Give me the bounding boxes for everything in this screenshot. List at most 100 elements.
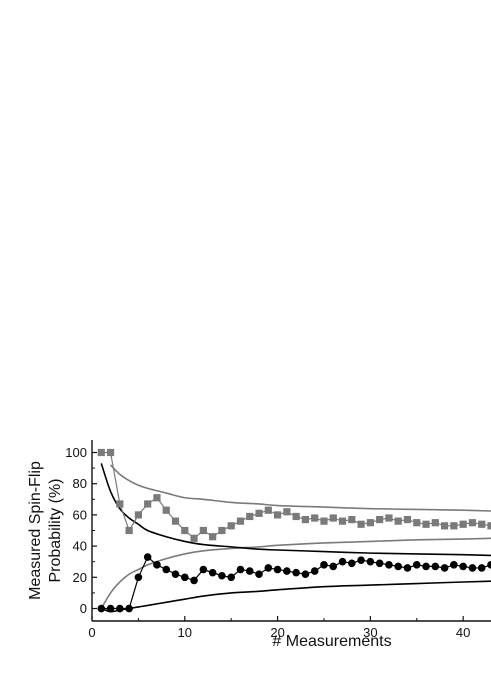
square-point: [468, 519, 477, 527]
y-tick-label: 0: [80, 601, 87, 616]
circle-point: [125, 604, 133, 613]
circle-point: [153, 561, 161, 569]
circle-point: [301, 570, 310, 578]
square-point: [376, 515, 384, 524]
square-point: [441, 522, 449, 530]
y-tick-label: 60: [73, 507, 87, 522]
circle-point: [375, 559, 384, 568]
circle-point: [366, 557, 375, 566]
y-axis-title-line2: Probability (%): [47, 478, 64, 582]
circle-point: [403, 564, 412, 572]
square-point: [320, 517, 328, 525]
circle-series: [97, 553, 491, 613]
circle-point: [431, 562, 440, 571]
circle-point: [412, 561, 421, 569]
axes: 0 10 20 30 40 0 20 40 60 80 100: [65, 440, 491, 640]
curve-lower-black: [101, 580, 491, 613]
circle-point: [357, 556, 365, 564]
circle-point: [283, 567, 291, 575]
y-axis-title-line1: Measured Spin-Flip: [27, 461, 44, 600]
square-point: [357, 520, 365, 528]
circle-point: [208, 568, 217, 577]
fit-curves: [100, 463, 491, 613]
circle-point: [440, 564, 449, 572]
square-point: [413, 519, 421, 527]
y-axis-ticks: 0 20 40 60 80 100: [65, 445, 97, 616]
square-series: [97, 448, 491, 542]
square-point: [218, 526, 226, 535]
square-point: [459, 520, 467, 528]
circle-point: [116, 604, 124, 613]
plot-area: [97, 448, 491, 613]
square-point: [246, 512, 254, 521]
circle-point: [329, 562, 338, 571]
square-point: [292, 512, 300, 521]
square-point: [366, 519, 374, 527]
square-point: [348, 515, 356, 524]
circle-point: [106, 604, 115, 613]
circle-point: [338, 557, 347, 566]
square-point: [144, 500, 152, 508]
square-point: [153, 494, 161, 502]
curve-lower-gray: [100, 537, 491, 609]
square-point: [301, 515, 310, 524]
square-point: [190, 534, 198, 542]
y-tick-label: 80: [73, 476, 87, 491]
x-tick-label: 0: [88, 625, 95, 640]
circle-point: [199, 565, 208, 574]
square-point: [273, 511, 282, 519]
circle-point: [264, 564, 273, 572]
circle-point: [468, 564, 477, 572]
curve-upper-black: [100, 463, 491, 557]
square-point: [311, 514, 319, 522]
circle-point: [487, 561, 491, 569]
square-point: [394, 517, 402, 525]
square-point: [97, 448, 105, 457]
circle-point: [255, 570, 263, 578]
x-axis-ticks: 0 10 20 30 40: [88, 616, 470, 640]
x-tick-label: 20: [270, 625, 284, 640]
y-tick-label: 100: [65, 445, 87, 460]
circle-point: [320, 561, 328, 569]
circle-point: [190, 576, 198, 585]
square-point: [125, 526, 133, 535]
square-point: [162, 506, 170, 514]
circle-point: [273, 565, 282, 574]
circle-point: [385, 561, 393, 569]
square-point: [199, 526, 207, 535]
square-point: [450, 522, 458, 530]
square-point: [181, 526, 189, 535]
circle-point: [348, 559, 356, 568]
square-point: [422, 520, 430, 528]
square-point: [283, 508, 291, 516]
square-point: [255, 509, 263, 517]
circle-point: [394, 562, 403, 571]
square-point: [116, 500, 124, 508]
square-point: [171, 517, 180, 525]
square-point: [227, 522, 235, 530]
circle-point: [245, 567, 254, 575]
square-point: [134, 511, 142, 519]
circle-point: [162, 565, 171, 574]
square-point: [209, 533, 217, 541]
x-axis-title: # Measurements: [272, 633, 391, 650]
y-axis-title: Measured Spin-Flip Probability (%): [27, 461, 64, 600]
square-point: [264, 506, 272, 514]
circle-point: [227, 573, 235, 582]
square-point: [329, 514, 337, 522]
circle-point: [422, 562, 430, 571]
circle-point: [97, 604, 106, 613]
circle-point: [310, 567, 319, 575]
circle-point: [459, 562, 467, 571]
circle-point: [171, 570, 180, 578]
square-point: [487, 522, 491, 530]
square-point: [431, 519, 439, 527]
circle-point: [180, 573, 189, 582]
circle-point: [143, 553, 152, 561]
x-tick-label: 40: [456, 625, 470, 640]
square-point: [478, 520, 486, 528]
circle-point: [477, 564, 486, 572]
x-tick-label: 30: [363, 625, 377, 640]
square-point: [236, 517, 245, 525]
